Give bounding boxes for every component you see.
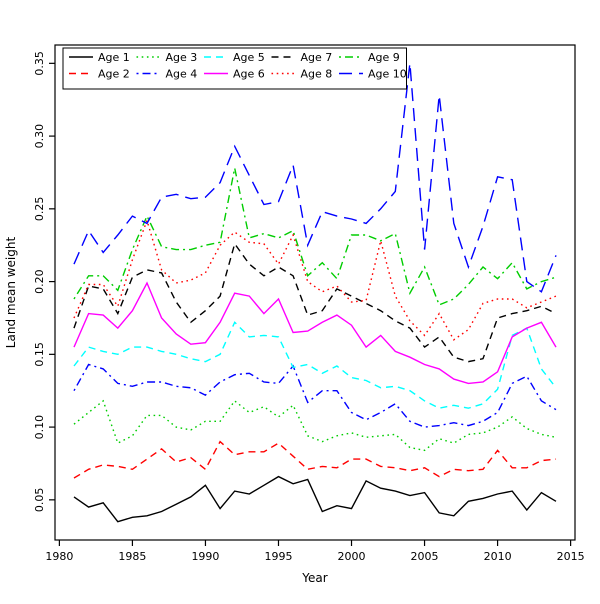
legend-item-age-5: Age 5: [204, 51, 265, 64]
legend-box: [62, 47, 407, 90]
plot-box: [54, 44, 576, 541]
series-line-age-6: [73, 281, 557, 385]
legend-label: Age 8: [301, 68, 333, 81]
x-tick-label: 2005: [411, 550, 439, 563]
legend-label: Age 2: [98, 68, 130, 81]
series-line-age-7: [73, 242, 557, 363]
legend-label: Age 5: [233, 51, 265, 64]
y-tick-label: 0.15: [33, 342, 46, 367]
legend-label: Age 10: [368, 68, 407, 81]
legend-item-age-1: Age 1: [69, 51, 130, 64]
y-tick-label: 0.25: [33, 197, 46, 222]
legend-label: Age 4: [166, 68, 198, 81]
series-line-age-10: [73, 63, 557, 293]
series-line-age-5: [73, 321, 557, 409]
legend: Age 1 Age 2 Age 3 Age 4 Age 5 Age 6 Age 7 Age 8…: [62, 47, 407, 90]
legend-item-age-8: Age 8: [271, 68, 333, 81]
x-axis-title: Year: [301, 571, 327, 585]
series-line-age-9: [73, 167, 557, 306]
legend-item-age-3: Age 3: [136, 51, 198, 64]
x-tick-label: 1980: [45, 550, 73, 563]
series-line-age-2: [73, 440, 557, 479]
legend-item-age-7: Age 7: [271, 51, 333, 64]
series-line-age-3: [73, 399, 557, 452]
legend-item-age-9: Age 9: [339, 51, 400, 64]
legend-item-age-2: Age 2: [69, 68, 130, 81]
x-tick-label: 2000: [338, 550, 366, 563]
x-tick-label: 1995: [264, 550, 292, 563]
y-tick-label: 0.35: [33, 51, 46, 75]
legend-label: Age 7: [301, 51, 333, 64]
x-tick-label: 2015: [557, 550, 585, 563]
y-axis-title: Land mean weight: [4, 237, 18, 349]
legend-label: Age 3: [166, 51, 198, 64]
x-tick-label: 1985: [118, 550, 146, 563]
legend-item-age-6: Age 6: [204, 68, 265, 81]
legend-label: Age 6: [233, 68, 265, 81]
legend-item-age-10: Age 10: [339, 68, 407, 81]
y-tick-label: 0.30: [33, 124, 46, 149]
series-line-age-4: [73, 363, 557, 428]
legend-label: Age 9: [368, 51, 400, 64]
series-line-age-8: [73, 218, 557, 341]
legend-label: Age 1: [98, 51, 130, 64]
series-line-age-1: [73, 475, 557, 523]
x-tick-label: 2010: [484, 550, 512, 563]
y-tick-label: 0.20: [33, 269, 46, 294]
legend-item-age-4: Age 4: [136, 68, 198, 81]
y-tick-label: 0.10: [33, 415, 46, 440]
x-tick-label: 1990: [191, 550, 219, 563]
y-tick-label: 0.05: [33, 488, 46, 513]
